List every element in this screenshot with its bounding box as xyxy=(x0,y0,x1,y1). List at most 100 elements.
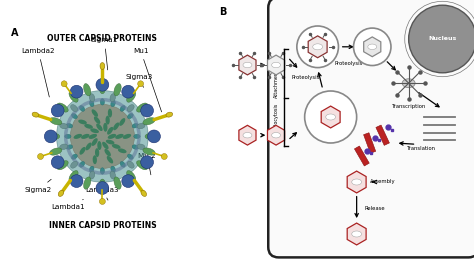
Ellipse shape xyxy=(112,144,120,149)
Ellipse shape xyxy=(96,124,103,131)
Ellipse shape xyxy=(99,179,106,192)
Circle shape xyxy=(45,130,57,143)
Ellipse shape xyxy=(110,94,116,102)
Ellipse shape xyxy=(108,134,116,139)
Ellipse shape xyxy=(143,148,155,155)
Ellipse shape xyxy=(60,144,68,150)
Ellipse shape xyxy=(106,140,115,145)
Ellipse shape xyxy=(72,154,77,159)
Ellipse shape xyxy=(113,122,119,130)
Ellipse shape xyxy=(110,171,116,179)
Circle shape xyxy=(70,85,83,98)
Text: Proteolysis: Proteolysis xyxy=(335,61,363,66)
Ellipse shape xyxy=(50,148,62,155)
Circle shape xyxy=(70,175,83,187)
Ellipse shape xyxy=(108,109,112,118)
Ellipse shape xyxy=(313,44,323,50)
Ellipse shape xyxy=(100,99,104,105)
Ellipse shape xyxy=(128,114,133,119)
Ellipse shape xyxy=(60,123,68,129)
Circle shape xyxy=(37,153,44,159)
Ellipse shape xyxy=(132,124,138,128)
Ellipse shape xyxy=(272,62,281,68)
Ellipse shape xyxy=(95,148,99,157)
Text: INNER CAPSID PROTEINS: INNER CAPSID PROTEINS xyxy=(48,222,156,230)
Circle shape xyxy=(100,198,105,204)
Ellipse shape xyxy=(57,161,68,170)
Polygon shape xyxy=(321,106,340,128)
Ellipse shape xyxy=(272,133,281,138)
Ellipse shape xyxy=(243,62,252,68)
Ellipse shape xyxy=(66,145,73,149)
Ellipse shape xyxy=(99,81,106,94)
Circle shape xyxy=(297,26,338,68)
Ellipse shape xyxy=(402,79,415,88)
Ellipse shape xyxy=(107,127,113,135)
Ellipse shape xyxy=(80,147,86,155)
Ellipse shape xyxy=(104,149,111,157)
Polygon shape xyxy=(347,223,366,245)
Circle shape xyxy=(51,156,64,168)
Circle shape xyxy=(122,85,135,98)
Ellipse shape xyxy=(47,133,60,140)
Ellipse shape xyxy=(89,134,97,139)
Circle shape xyxy=(70,105,135,168)
Ellipse shape xyxy=(71,161,77,168)
FancyBboxPatch shape xyxy=(268,0,474,257)
Ellipse shape xyxy=(85,142,91,150)
Ellipse shape xyxy=(134,134,140,139)
Text: Nucleus: Nucleus xyxy=(428,36,456,42)
Ellipse shape xyxy=(72,114,77,119)
Text: Translation: Translation xyxy=(407,146,436,151)
Ellipse shape xyxy=(89,94,95,102)
Ellipse shape xyxy=(326,114,336,120)
Ellipse shape xyxy=(66,124,73,128)
Ellipse shape xyxy=(64,134,71,139)
Ellipse shape xyxy=(80,106,85,111)
Ellipse shape xyxy=(143,118,155,125)
Ellipse shape xyxy=(50,118,62,125)
Circle shape xyxy=(96,78,109,91)
Ellipse shape xyxy=(81,134,90,139)
Ellipse shape xyxy=(71,105,77,112)
Ellipse shape xyxy=(89,171,95,179)
Ellipse shape xyxy=(111,100,115,107)
Ellipse shape xyxy=(69,91,78,102)
Text: Lambda2: Lambda2 xyxy=(22,48,55,97)
Ellipse shape xyxy=(94,116,100,124)
Ellipse shape xyxy=(132,145,138,149)
Ellipse shape xyxy=(119,118,125,126)
Ellipse shape xyxy=(141,190,146,197)
Circle shape xyxy=(161,153,167,159)
Ellipse shape xyxy=(128,161,134,168)
Ellipse shape xyxy=(352,179,362,185)
Text: Release: Release xyxy=(365,205,385,211)
Ellipse shape xyxy=(114,83,121,96)
Ellipse shape xyxy=(32,112,39,117)
Text: Mu 2: Mu 2 xyxy=(138,153,156,175)
Ellipse shape xyxy=(145,133,158,140)
Polygon shape xyxy=(364,37,381,57)
Ellipse shape xyxy=(120,161,125,167)
Text: Attachment: Attachment xyxy=(273,69,279,98)
Ellipse shape xyxy=(92,155,97,164)
Ellipse shape xyxy=(137,103,147,112)
Text: Lambda1: Lambda1 xyxy=(52,199,85,210)
Ellipse shape xyxy=(90,166,94,172)
Ellipse shape xyxy=(106,116,110,125)
Text: Sigma3: Sigma3 xyxy=(125,74,152,87)
Ellipse shape xyxy=(352,231,362,237)
Circle shape xyxy=(122,175,135,187)
Ellipse shape xyxy=(102,142,109,149)
Ellipse shape xyxy=(84,124,93,129)
Circle shape xyxy=(51,104,64,117)
Ellipse shape xyxy=(137,144,145,150)
Polygon shape xyxy=(267,55,284,75)
Ellipse shape xyxy=(73,134,82,139)
Ellipse shape xyxy=(128,154,133,159)
Ellipse shape xyxy=(58,190,64,197)
Ellipse shape xyxy=(57,103,68,112)
Ellipse shape xyxy=(115,134,124,139)
Ellipse shape xyxy=(368,44,377,49)
Polygon shape xyxy=(308,36,327,58)
